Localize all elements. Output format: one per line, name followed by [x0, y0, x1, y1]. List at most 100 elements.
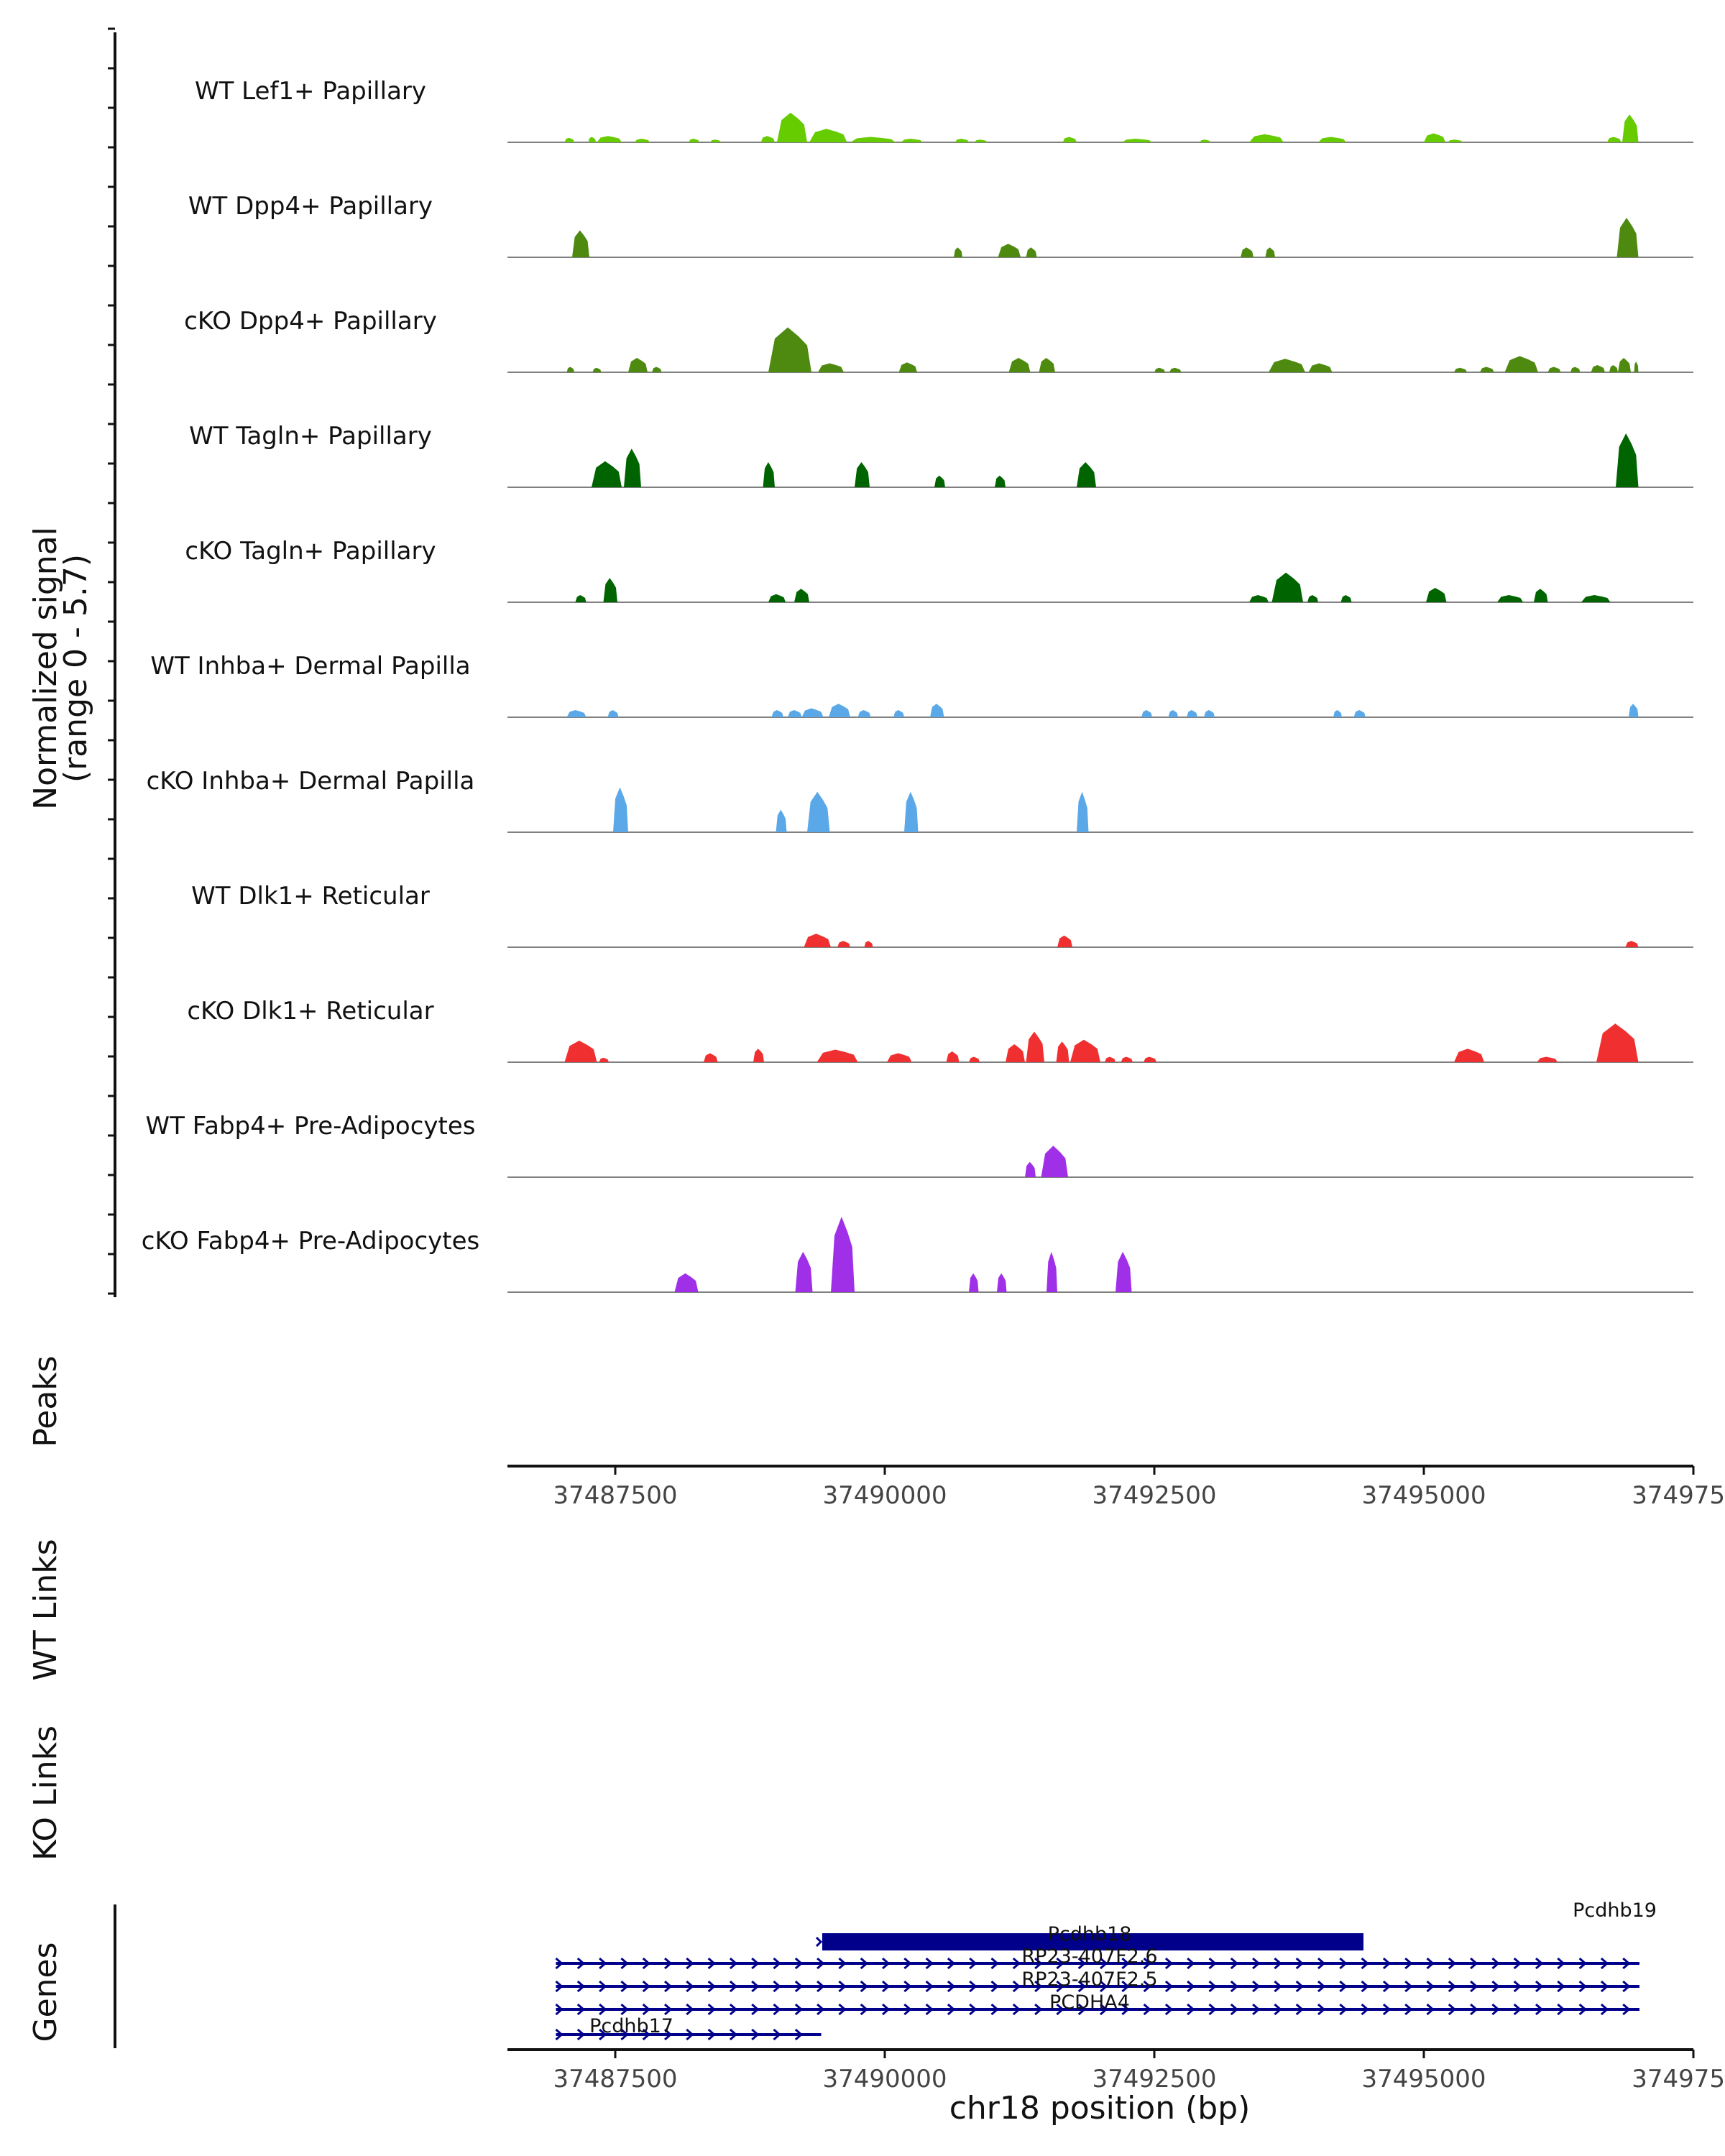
gene-strand-chevron [707, 1980, 716, 1993]
gene-strand-chevron [1535, 2003, 1544, 2016]
coverage-peak [1006, 1044, 1025, 1062]
gene-strand-chevron [794, 2003, 804, 2016]
coverage-peak [1249, 134, 1284, 142]
gene-strand-chevron [1252, 1957, 1261, 1970]
gene-strand-chevron [925, 1957, 934, 1970]
gene-strand-chevron [599, 1980, 607, 1993]
coverage-peak [674, 1273, 699, 1292]
track-label: WT Inhba+ Dermal Papilla [150, 652, 470, 681]
gene-strand-chevron [555, 1957, 564, 1970]
gene-strand-chevron [599, 1957, 607, 1970]
coverage-peak [1057, 935, 1072, 947]
coverage-peak [1537, 1056, 1558, 1062]
gene-strand-chevron [1034, 1980, 1043, 1993]
gene-strand-chevron [599, 2003, 607, 2016]
gene-strand-chevron [882, 2003, 891, 2016]
coverage-peak [1026, 1031, 1044, 1062]
gene-strand-chevron [729, 1957, 738, 1970]
gene-strand-chevron [969, 2003, 978, 2016]
coverage-peak [1307, 595, 1318, 602]
coverage-peak [1497, 595, 1523, 602]
coverage-peak [804, 934, 831, 947]
track: WT Lef1+ Papillary [195, 77, 1693, 143]
coverage-peak [997, 1273, 1007, 1292]
gene-strand-chevron [620, 1957, 629, 1970]
coverage-peak [1046, 1251, 1057, 1292]
coverage-peak [628, 358, 648, 372]
gene-strand-chevron [620, 2028, 629, 2041]
gene-strand-chevron [1578, 1957, 1587, 1970]
coverage-peak [1265, 247, 1275, 257]
gene-strand-chevron [1404, 1980, 1413, 1993]
gene-strand-chevron [1382, 1957, 1392, 1970]
coverage-peak [1426, 588, 1447, 602]
gene-strand-chevron [751, 1957, 760, 1970]
track-label: WT Lef1+ Papillary [195, 77, 426, 106]
coverage-peak [710, 139, 721, 142]
coverage-peak [801, 708, 824, 717]
track: WT Dlk1+ Reticular [191, 882, 1693, 948]
track-label: cKO Dlk1+ Reticular [187, 997, 433, 1026]
gene-strand-chevron [707, 2003, 716, 2016]
gene-strand-chevron [1361, 2003, 1369, 2016]
gene-strand-chevron [925, 1980, 934, 1993]
gene-strand-chevron [882, 1957, 891, 1970]
coverage-peak [1169, 367, 1182, 372]
gene-strand-chevron [1470, 1957, 1478, 1970]
position-axis-upper-tick-label: 37495000 [1361, 1481, 1486, 1510]
gene-strand-chevron [1600, 2003, 1609, 2016]
coverage-peak [816, 1049, 858, 1062]
signal-axis-range: (range 0 - 5.7) [58, 554, 94, 783]
gene-strand-chevron [860, 1980, 868, 1993]
coverage-peak [855, 462, 870, 487]
coverage-peak [1534, 589, 1548, 602]
coverage-peak [954, 247, 962, 257]
coverage-peak [995, 475, 1006, 487]
gene-strand-chevron [1557, 1980, 1565, 1993]
gene-strand-chevron [1426, 1957, 1435, 1970]
gene-strand-chevron [1208, 1957, 1217, 1970]
gene-strand-chevron [1382, 1980, 1392, 1993]
gene-strand-chevron [1339, 1957, 1348, 1970]
coverage-peak [1570, 367, 1581, 372]
gene-strand-chevron [1448, 1980, 1457, 1993]
coverage-peak [1041, 1146, 1068, 1177]
gene-label: PCDHA4 [1049, 1991, 1130, 2014]
track: WT Tagln+ Papillary [189, 422, 1693, 488]
gene-strand-chevron [794, 1957, 804, 1970]
coverage-peak [1618, 358, 1631, 372]
gene-strand-chevron [576, 1957, 586, 1970]
coverage-peak [564, 137, 574, 142]
gene-strand-chevron [838, 1980, 847, 1993]
coverage-peak [1625, 941, 1639, 947]
gene-strand-chevron [860, 2003, 868, 2016]
track: cKO Fabp4+ Pre-Adipocytes [142, 1217, 1693, 1293]
coverage-peak [1008, 358, 1031, 372]
ko-links-panel-label: KO Links [27, 1726, 64, 1861]
coverage-peak [807, 791, 830, 832]
gene-strand-chevron [860, 1957, 868, 1970]
coverage-peak [588, 137, 596, 142]
coverage-peak [1340, 595, 1352, 602]
gene-strand-chevron [1491, 1980, 1500, 1993]
gene-exon-block [822, 1933, 1363, 1950]
gene-strand-chevron [1578, 1980, 1587, 1993]
gene-strand-chevron [1056, 2003, 1064, 2016]
track: cKO Dlk1+ Reticular [187, 997, 1693, 1063]
gene-strand-chevron [882, 1980, 891, 1993]
gene-strand-chevron [1056, 1980, 1064, 1993]
gene-strand-chevron [1143, 2003, 1151, 2016]
gene-strand-chevron [1208, 2003, 1217, 2016]
gene-strand-chevron [729, 2028, 738, 2041]
gene-strand-chevron [1056, 1957, 1064, 1970]
position-axis-lower: 37487500 37490000 37492500 37495000 374975 [507, 2048, 1725, 2093]
coverage-peak [1144, 1056, 1156, 1062]
gene-strand-chevron [729, 2003, 738, 2016]
gene-strand-chevron [555, 1980, 564, 1993]
gene-strand-chevron [642, 1957, 650, 1970]
gene-strand-chevron [794, 1980, 804, 1993]
gene-strand-chevron [1404, 1957, 1413, 1970]
gene-strand-chevron [642, 2003, 650, 2016]
gene-strand-chevron [1622, 1957, 1631, 1970]
